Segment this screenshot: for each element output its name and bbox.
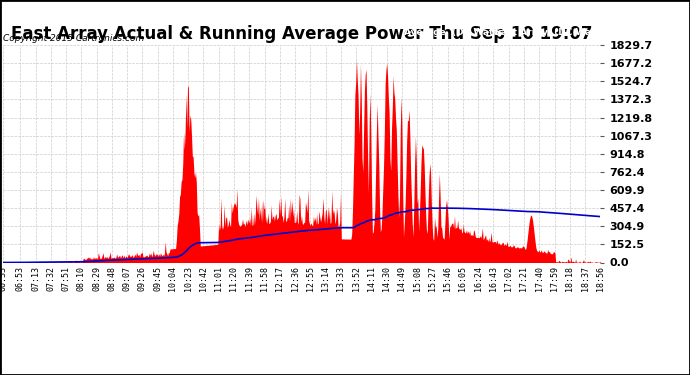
Text: 17:02: 17:02 xyxy=(504,266,513,291)
Text: East Array  (DC Watts): East Array (DC Watts) xyxy=(495,28,609,38)
Text: 13:52: 13:52 xyxy=(352,266,361,291)
Title: East Array Actual & Running Average Power Thu Sep 10 19:07: East Array Actual & Running Average Powe… xyxy=(11,26,593,44)
Text: 11:20: 11:20 xyxy=(230,266,239,291)
Text: Average  (DC Watts): Average (DC Watts) xyxy=(404,28,507,38)
Text: 16:43: 16:43 xyxy=(489,266,498,291)
Text: 12:55: 12:55 xyxy=(306,266,315,291)
Text: 06:33: 06:33 xyxy=(0,266,8,291)
Text: 08:48: 08:48 xyxy=(108,266,117,291)
Text: 17:40: 17:40 xyxy=(535,266,544,291)
Text: 07:51: 07:51 xyxy=(61,266,70,291)
Text: Copyright 2015 Cartronics.com: Copyright 2015 Cartronics.com xyxy=(3,34,145,43)
Text: 06:53: 06:53 xyxy=(15,266,24,291)
Text: 16:05: 16:05 xyxy=(458,266,467,291)
Text: 08:10: 08:10 xyxy=(77,266,86,291)
Text: 17:21: 17:21 xyxy=(520,266,529,291)
Text: 10:23: 10:23 xyxy=(184,266,193,291)
Text: 18:18: 18:18 xyxy=(565,266,574,291)
Text: 12:36: 12:36 xyxy=(290,266,299,291)
Text: 11:01: 11:01 xyxy=(214,266,224,291)
Text: 18:37: 18:37 xyxy=(580,266,589,291)
Text: 11:39: 11:39 xyxy=(245,266,254,291)
Text: 15:27: 15:27 xyxy=(428,266,437,291)
Text: 18:56: 18:56 xyxy=(595,266,605,291)
Text: 07:13: 07:13 xyxy=(31,266,40,291)
Text: 16:24: 16:24 xyxy=(474,266,483,291)
Text: 13:14: 13:14 xyxy=(321,266,330,291)
Text: 11:58: 11:58 xyxy=(260,266,269,291)
Text: 14:30: 14:30 xyxy=(382,266,391,291)
Text: 09:45: 09:45 xyxy=(153,266,162,291)
Text: 08:29: 08:29 xyxy=(92,266,101,291)
Text: 13:33: 13:33 xyxy=(336,266,345,291)
Text: 14:11: 14:11 xyxy=(367,266,376,291)
Text: 15:08: 15:08 xyxy=(413,266,422,291)
Text: 07:32: 07:32 xyxy=(46,266,55,291)
Text: 09:07: 09:07 xyxy=(123,266,132,291)
Text: 10:42: 10:42 xyxy=(199,266,208,291)
Text: 15:46: 15:46 xyxy=(443,266,452,291)
Text: 12:17: 12:17 xyxy=(275,266,284,291)
Text: 14:49: 14:49 xyxy=(397,266,406,291)
Text: 17:59: 17:59 xyxy=(550,266,559,291)
Text: 09:26: 09:26 xyxy=(138,266,147,291)
Text: 10:04: 10:04 xyxy=(168,266,177,291)
